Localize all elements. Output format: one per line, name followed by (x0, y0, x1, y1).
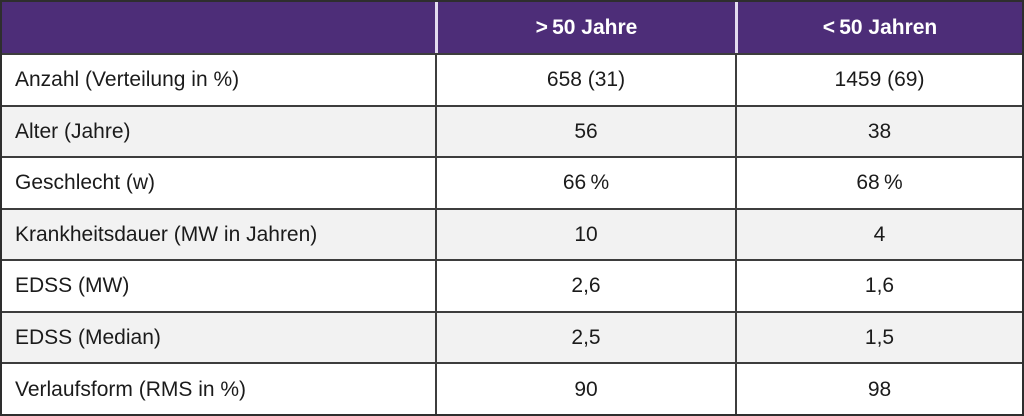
row-label: Anzahl (Verteilung in %) (2, 53, 435, 105)
cell-value-over50: 90 (435, 362, 735, 414)
cell-value-over50: 658 (31) (435, 53, 735, 105)
row-label: EDSS (Median) (2, 310, 435, 363)
row-label: Krankheitsdauer (MW in Jahren) (2, 207, 435, 260)
row-label: Alter (Jahre) (2, 104, 435, 157)
cell-value-over50: 56 (435, 104, 735, 157)
row-label: EDSS (MW) (2, 259, 435, 311)
cell-value-over50: 66 % (435, 156, 735, 208)
cell-value-under50: 1459 (69) (735, 53, 1022, 105)
cell-value-under50: 1,6 (735, 259, 1022, 311)
cell-value-under50: 38 (735, 104, 1022, 157)
cell-value-under50: 98 (735, 362, 1022, 414)
cell-value-under50: 1,5 (735, 310, 1022, 363)
header-col-over-50-jahre: > 50 Jahre (435, 2, 735, 53)
cell-value-under50: 68 % (735, 156, 1022, 208)
header-cell-empty (2, 2, 435, 53)
cell-value-over50: 2,5 (435, 310, 735, 363)
row-label: Geschlecht (w) (2, 156, 435, 208)
header-col-under-50-jahren: < 50 Jahren (735, 2, 1022, 53)
row-label: Verlaufsform (RMS in %) (2, 362, 435, 414)
cell-value-over50: 10 (435, 207, 735, 260)
cell-value-under50: 4 (735, 207, 1022, 260)
cell-value-over50: 2,6 (435, 259, 735, 311)
